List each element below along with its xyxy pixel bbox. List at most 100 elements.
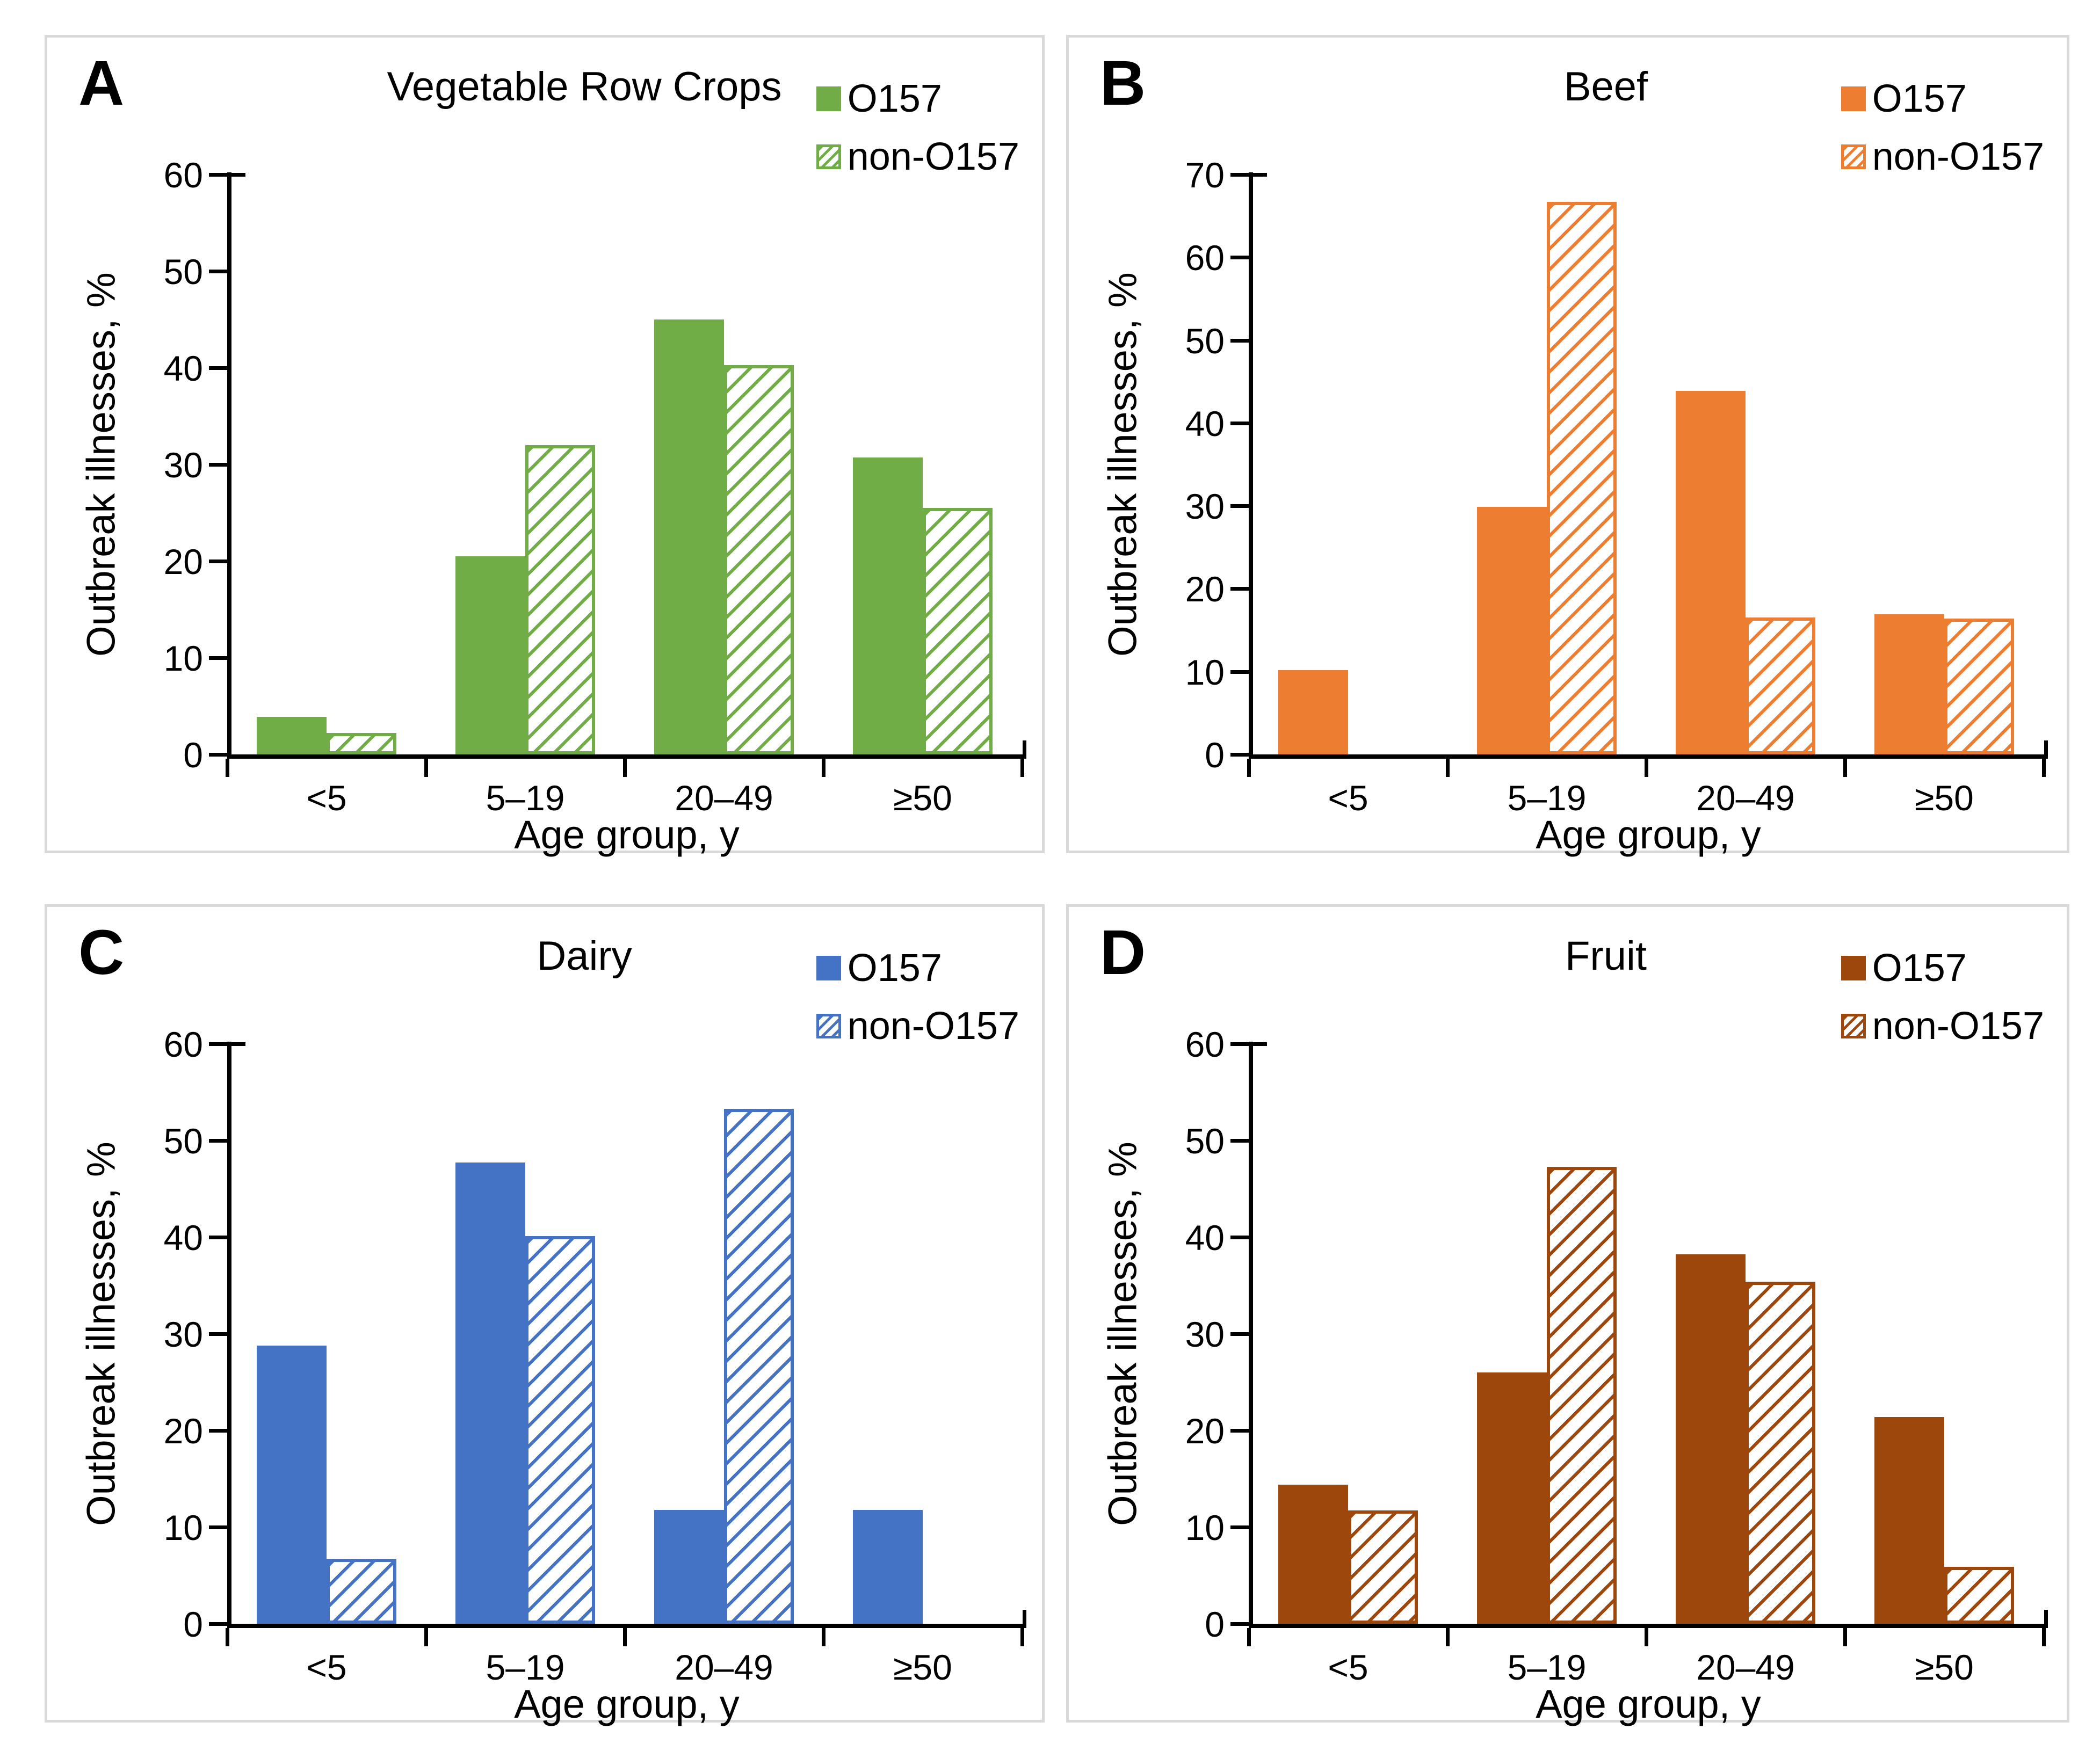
x-tick-label: ≥50 — [1915, 1647, 1974, 1687]
bar-O157-5–19 — [1477, 506, 1547, 754]
x-tick-label: <5 — [1328, 778, 1368, 818]
y-tick — [1230, 504, 1249, 508]
bar-O157-5–19 — [1477, 1372, 1547, 1624]
bar-non-O157-5–19 — [1547, 1166, 1617, 1624]
bar-non-O157-≥50 — [1944, 1566, 2014, 1624]
y-tick — [1230, 421, 1249, 425]
legend-item-non-o157: non-O157 — [816, 1007, 1019, 1045]
y-tick — [209, 753, 227, 757]
y-tick-label: 20 — [1185, 1411, 1225, 1451]
x-axis-end-stub — [2044, 1610, 2048, 1624]
bar-non-O157-20–49 — [1746, 617, 1815, 754]
legend: O157 non-O157 — [1841, 79, 2044, 176]
y-tick-label: 0 — [183, 735, 203, 775]
x-tick-label: 20–49 — [675, 778, 773, 818]
bar-non-O157-20–49 — [724, 365, 794, 754]
legend-item-o157: O157 — [816, 79, 1019, 118]
x-tick — [1843, 759, 1847, 777]
y-tick — [209, 1332, 227, 1336]
y-axis-line — [1249, 172, 1253, 759]
x-tick — [1020, 1628, 1024, 1646]
x-axis-line — [1249, 754, 2048, 759]
legend-swatch-hatched-icon — [816, 1014, 841, 1038]
panel-letter: A — [78, 48, 125, 119]
x-axis-line — [227, 1624, 1026, 1628]
y-tick — [1230, 173, 1249, 177]
legend-item-o157: O157 — [816, 949, 1019, 987]
y-tick — [1230, 1429, 1249, 1433]
y-tick-label: 10 — [1185, 1508, 1225, 1547]
bar-O157-<5 — [1278, 670, 1348, 754]
legend-swatch-solid-icon — [816, 956, 841, 980]
bar-non-O157-20–49 — [724, 1108, 794, 1624]
panel-letter: B — [1100, 48, 1146, 119]
bar-non-O157-≥50 — [923, 508, 993, 754]
y-tick — [209, 1622, 227, 1626]
legend-swatch-solid-icon — [816, 86, 841, 111]
y-tick-label: 40 — [1185, 403, 1225, 444]
x-axis-line — [1249, 1624, 2048, 1628]
x-tick — [1247, 759, 1251, 777]
panel-letter: D — [1100, 917, 1146, 988]
y-tick-label: 40 — [163, 1218, 203, 1258]
legend-item-non-o157: non-O157 — [816, 137, 1019, 176]
y-axis-end-stub — [1253, 1042, 1267, 1046]
bar-O157-20–49 — [654, 1509, 724, 1624]
y-tick-label: 30 — [163, 445, 203, 485]
bar-non-O157-5–19 — [525, 445, 595, 754]
y-tick-label: 50 — [163, 1121, 203, 1161]
legend: O157 non-O157 — [816, 79, 1019, 176]
legend-item-non-o157: non-O157 — [1841, 137, 2044, 176]
legend-swatch-solid-icon — [1841, 86, 1866, 111]
bar-O157-5–19 — [455, 1163, 525, 1624]
legend-swatch-hatched-icon — [1841, 144, 1866, 169]
x-axis-end-stub — [1023, 740, 1026, 754]
x-tick — [424, 1628, 428, 1646]
y-tick — [209, 656, 227, 660]
y-tick-label: 0 — [1205, 1604, 1225, 1644]
y-axis-end-stub — [231, 173, 245, 177]
legend-label-non-o157: non-O157 — [1872, 135, 2044, 178]
x-axis-title: Age group, y — [514, 1682, 740, 1726]
y-tick — [209, 366, 227, 370]
legend-label-o157: O157 — [847, 77, 942, 120]
x-tick-label: 20–49 — [1696, 778, 1795, 818]
y-tick-label: 20 — [163, 542, 203, 582]
x-tick-label: <5 — [1328, 1647, 1368, 1687]
y-tick — [1230, 338, 1249, 343]
y-tick-label: 50 — [163, 252, 203, 292]
x-tick — [623, 1628, 627, 1646]
y-tick — [209, 1525, 227, 1529]
x-tick-label: ≥50 — [1915, 778, 1974, 818]
x-axis-title: Age group, y — [1536, 1682, 1761, 1726]
y-tick — [1230, 587, 1249, 591]
legend: O157 non-O157 — [816, 949, 1019, 1045]
x-tick — [424, 759, 428, 777]
y-tick-label: 20 — [1185, 569, 1225, 609]
x-tick — [1645, 1628, 1648, 1646]
x-tick-label: <5 — [306, 1647, 347, 1687]
x-tick — [2042, 1628, 2046, 1646]
legend: O157 non-O157 — [1841, 949, 2044, 1045]
y-tick-label: 30 — [1185, 1314, 1225, 1354]
y-tick-label: 40 — [163, 348, 203, 388]
x-tick — [226, 759, 229, 777]
y-tick-label: 60 — [1185, 238, 1225, 278]
y-tick — [209, 560, 227, 563]
panel-letter: C — [78, 917, 125, 988]
x-tick-label: 5–19 — [486, 778, 565, 818]
legend-swatch-hatched-icon — [816, 144, 841, 169]
x-tick-label: 20–49 — [1696, 1647, 1795, 1687]
bar-O157-5–19 — [455, 556, 525, 754]
x-tick-label: 5–19 — [486, 1647, 565, 1687]
y-tick-label: 0 — [1205, 735, 1225, 775]
bar-non-O157-≥50 — [1944, 618, 2014, 754]
bar-O157-<5 — [257, 1345, 327, 1624]
y-tick-label: 50 — [1185, 1121, 1225, 1161]
y-tick-label: 30 — [1185, 486, 1225, 527]
y-axis-line — [227, 172, 231, 759]
y-tick-label: 30 — [163, 1314, 203, 1354]
y-tick-label: 40 — [1185, 1218, 1225, 1258]
legend-label-non-o157: non-O157 — [847, 1005, 1019, 1048]
x-tick — [822, 1628, 825, 1646]
